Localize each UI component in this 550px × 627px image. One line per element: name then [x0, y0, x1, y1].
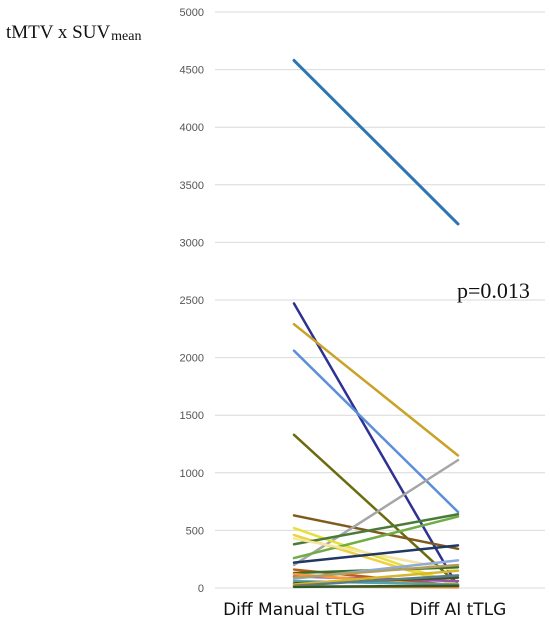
y-tick-label: 3500	[180, 180, 204, 192]
series-line	[292, 349, 460, 514]
y-tick-labels: 0 500 1000 1500 2000 2500 3000 3500 4000 4500 5000	[180, 7, 204, 595]
series-line	[292, 563, 460, 579]
series-line	[292, 58, 460, 226]
y-axis-label: tMTV x SUVmean	[6, 22, 142, 44]
series-line	[292, 544, 460, 564]
y-tick-label: 3000	[180, 237, 204, 249]
y-tick-label: 5000	[180, 7, 204, 19]
x-category-label: Diff Manual tTLG	[223, 600, 365, 620]
series-line	[292, 458, 460, 567]
series-line	[292, 433, 460, 586]
y-axis-label-subscript: mean	[111, 29, 141, 44]
y-tick-label: 0	[198, 583, 204, 595]
y-tick-label: 1500	[180, 410, 204, 422]
y-tick-label: 1000	[180, 468, 204, 480]
series-line	[292, 302, 460, 589]
series-line	[292, 526, 460, 586]
series-line	[292, 515, 460, 560]
p-value-annotation: p=0.013	[457, 278, 530, 303]
series-line	[292, 514, 460, 551]
series-lines	[292, 58, 460, 589]
y-tick-label: 2500	[180, 295, 204, 307]
series-line	[292, 569, 460, 586]
x-category-labels: Diff Manual tTLG Diff AI tTLG	[223, 600, 506, 620]
y-tick-label: 4500	[180, 65, 204, 77]
series-line	[292, 574, 460, 587]
y-axis-label-main: tMTV x SUV	[6, 22, 110, 43]
series-line	[292, 322, 460, 457]
series-line	[292, 584, 460, 589]
series-line	[292, 513, 460, 546]
y-tick-label: 500	[186, 525, 204, 537]
gridlines	[215, 11, 545, 589]
y-tick-label: 4000	[180, 122, 204, 134]
x-category-label: Diff AI tTLG	[410, 600, 507, 620]
y-tick-label: 2000	[180, 353, 204, 365]
